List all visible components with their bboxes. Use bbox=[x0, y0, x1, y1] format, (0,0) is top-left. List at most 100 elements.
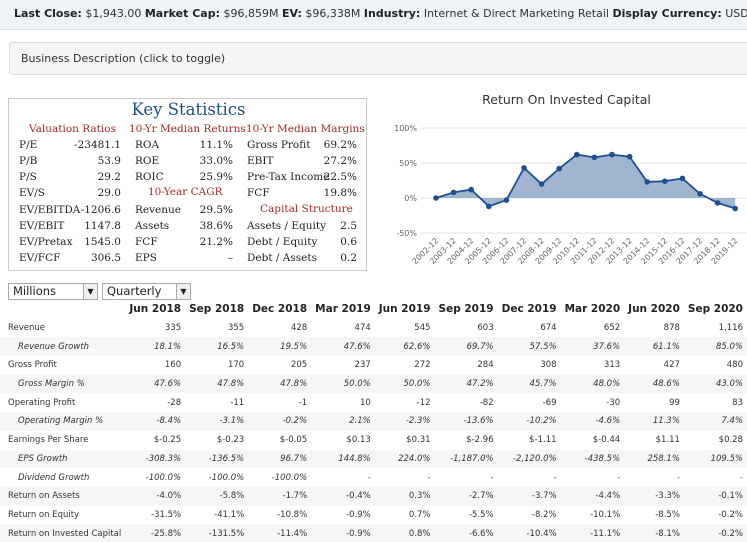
market-cap-value: $96,859M bbox=[223, 7, 279, 20]
table-cell: -0.4% bbox=[311, 486, 375, 506]
table-cell: -13.6% bbox=[434, 412, 498, 431]
table-cell: -11.4% bbox=[248, 524, 312, 542]
table-cell: $0.28 bbox=[718, 435, 743, 446]
row-label: Revenue bbox=[8, 323, 46, 334]
roic-area bbox=[436, 154, 736, 209]
table-cell: -30 bbox=[606, 397, 621, 408]
table-cell: - bbox=[617, 472, 621, 483]
roic-point bbox=[697, 191, 703, 197]
chart-title: Return On Invested Capital bbox=[482, 92, 651, 107]
table-cell: 109.5% bbox=[683, 449, 747, 469]
valuation-ratios-heading: Valuation Ratios bbox=[29, 123, 116, 135]
valuation-label: EV/Pretax bbox=[19, 236, 73, 248]
roic-point bbox=[591, 154, 598, 161]
cagr-value: 21.2% bbox=[199, 236, 233, 248]
table-cell: -28 bbox=[167, 397, 182, 408]
roic-point bbox=[679, 175, 686, 182]
cagr-heading: 10-Year CAGR bbox=[148, 186, 223, 198]
table-cell: 10 bbox=[359, 397, 371, 408]
table-cell: 284 bbox=[477, 360, 494, 371]
table-cell: -0.9% bbox=[346, 509, 371, 520]
table-cell: 43.0% bbox=[683, 374, 747, 394]
roic-point bbox=[503, 197, 510, 203]
table-cell: 47.8% bbox=[185, 374, 249, 394]
table-cell: -31.5% bbox=[151, 509, 182, 520]
y-tick-label: -50% bbox=[396, 229, 417, 238]
table-cell: -2.7% bbox=[434, 486, 498, 506]
table-cell: 674 bbox=[540, 323, 557, 334]
table-cell: -100.0% bbox=[271, 472, 308, 483]
table-cell: 50.0% bbox=[374, 374, 435, 394]
table-cell: -8.5% bbox=[655, 509, 680, 520]
table-cell: 16.5% bbox=[185, 337, 249, 357]
table-cell: -8.2% bbox=[531, 509, 557, 520]
table-cell: 205 bbox=[290, 360, 308, 371]
table-cell: - bbox=[427, 472, 431, 483]
margins-label: Pre-Tax Income bbox=[247, 171, 330, 183]
table-row: EPS Growth -308.3% -136.5% 96.7% 144.8% 224.0… bbox=[0, 449, 747, 469]
table-cell: 308 bbox=[540, 360, 557, 371]
table-cell: 85.0% bbox=[683, 337, 747, 357]
row-label: Return on Invested Capital bbox=[0, 524, 126, 542]
table-cell: -11.1% bbox=[560, 524, 625, 542]
margins-label: EBIT bbox=[247, 155, 274, 167]
table-cell: $1.11 bbox=[655, 435, 680, 446]
valuation-label: EV/FCF bbox=[19, 252, 61, 264]
table-cell: 50.0% bbox=[311, 374, 375, 394]
roic-point bbox=[662, 178, 668, 184]
capital-value: 0.2 bbox=[340, 252, 357, 264]
table-cell: 62.6% bbox=[374, 337, 435, 357]
period-select[interactable]: Quarterly ▼ bbox=[102, 283, 191, 300]
table-cell: 96.7% bbox=[248, 449, 312, 469]
market-cap-label: Market Cap: bbox=[144, 7, 220, 20]
table-cell: 160 bbox=[164, 360, 182, 371]
row-label: Gross Profit bbox=[8, 360, 57, 371]
table-cell: -2,120.0% bbox=[497, 449, 561, 469]
key-statistics-panel: Key Statistics Valuation Ratios 10-Yr Me… bbox=[8, 98, 367, 271]
median-margins-heading: 10-Yr Median Margins bbox=[246, 123, 365, 135]
cagr-value: – bbox=[227, 252, 233, 264]
table-cell: 18.1% bbox=[125, 337, 186, 357]
y-tick-label: 0% bbox=[404, 194, 417, 203]
table-cell: -308.3% bbox=[125, 449, 186, 469]
capital-value: 0.6 bbox=[340, 236, 357, 248]
table-cell: -8.1% bbox=[624, 524, 684, 542]
returns-value: 11.1% bbox=[199, 139, 233, 151]
table-column-header: Sep 2019 bbox=[438, 303, 494, 316]
table-cell: -1 bbox=[298, 397, 308, 408]
table-cell: -4.0% bbox=[125, 486, 186, 506]
table-row: Revenue Growth 18.1% 16.5% 19.5% 47.6% 62.6% 6… bbox=[0, 337, 747, 357]
table-cell: -3.7% bbox=[497, 486, 561, 506]
table-header-row: Jun 2018 Sep 2018 Dec 2018 Mar 2019 Jun 2019… bbox=[0, 300, 747, 319]
table-cell: - bbox=[490, 472, 494, 483]
table-column-header: Mar 2019 bbox=[315, 303, 371, 316]
table-cell: 99 bbox=[669, 397, 680, 408]
table-cell: 0.3% bbox=[374, 486, 435, 506]
table-column-header: Jun 2020 bbox=[628, 303, 680, 316]
table-row: Return on Assets -4.0% -5.8% -1.7% -0.4% 0.3%… bbox=[0, 486, 747, 506]
table-row: Operating Margin % -8.4% -3.1% -0.2% 2.1% -2.… bbox=[0, 412, 747, 431]
table-cell: -1.7% bbox=[248, 486, 312, 506]
units-select[interactable]: Millions ▼ bbox=[8, 283, 98, 300]
row-label: Return on Equity bbox=[8, 509, 80, 520]
roic-point bbox=[626, 153, 633, 160]
table-cell: 37.6% bbox=[560, 337, 625, 357]
cagr-value: 29.5% bbox=[199, 204, 233, 216]
valuation-value: 29.2 bbox=[97, 171, 121, 183]
table-row: Earnings Per Share $-0.25 $-0.23 $-0.05 $0.1… bbox=[0, 431, 747, 450]
table-header-corner bbox=[0, 300, 125, 319]
table-column-header: Mar 2020 bbox=[564, 303, 621, 316]
business-description-toggle[interactable]: Business Description (click to toggle) bbox=[9, 42, 747, 75]
summary-bar: Last Close: $1,943.00 Market Cap: $96,85… bbox=[0, 0, 747, 30]
table-cell: 11.3% bbox=[624, 412, 684, 431]
roic-point bbox=[644, 179, 650, 185]
row-label: Gross Margin % bbox=[0, 374, 126, 394]
table-cell: 57.5% bbox=[497, 337, 561, 357]
financials-table: Jun 2018 Sep 2018 Dec 2018 Mar 2019 Jun 2019… bbox=[0, 300, 747, 542]
valuation-value: 1545.0 bbox=[84, 236, 121, 248]
table-column-header: Jun 2019 bbox=[378, 303, 431, 316]
row-label: Earnings Per Share bbox=[8, 435, 89, 446]
valuation-label: P/S bbox=[19, 171, 37, 183]
industry-label: Industry: bbox=[363, 7, 421, 20]
table-column-header: Sep 2018 bbox=[189, 303, 245, 316]
